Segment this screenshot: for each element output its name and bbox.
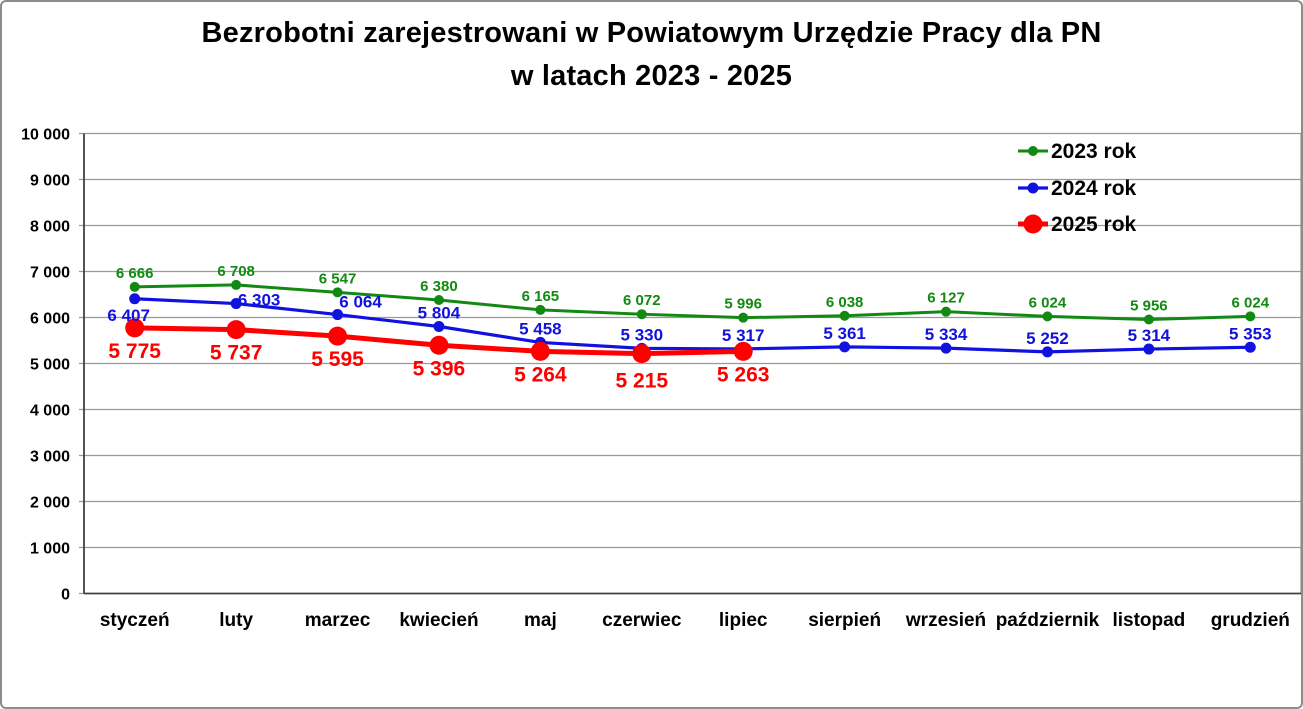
point-2024-kwiecień: [433, 321, 445, 333]
point-2025-marzec: [328, 326, 348, 346]
point-2023-luty: [231, 279, 242, 290]
x-tick-label-styczeń: styczeń: [100, 610, 170, 631]
point-2024-wrzesień: [940, 342, 952, 354]
data-label-2023-październik: 6 024: [1029, 294, 1067, 311]
data-label-2024-styczeń: 6 407: [107, 306, 150, 325]
point-2025-styczeń: [125, 318, 145, 338]
point-2024-styczeń: [129, 293, 141, 305]
data-label-2024-czerwiec: 5 330: [621, 325, 664, 344]
point-2025-kwiecień: [429, 335, 449, 355]
x-tick-label-kwiecień: kwiecień: [399, 610, 478, 631]
y-tick-label: 8 000: [30, 219, 70, 236]
data-label-2023-sierpień: 6 038: [826, 294, 864, 311]
point-2025-maj: [530, 341, 550, 361]
series-line-2024-rok: [133, 297, 1252, 354]
legend-label: 2023 rok: [1051, 140, 1137, 163]
y-tick-label: 0: [61, 587, 70, 604]
point-2023-marzec: [332, 287, 343, 298]
data-label-2023-lipiec: 5 996: [724, 296, 762, 313]
data-label-2024-marzec: 6 064: [339, 293, 382, 312]
y-tick-label: 2 000: [30, 495, 70, 512]
data-label-2023-wrzesień: 6 127: [927, 290, 965, 307]
x-tick-label-luty: luty: [219, 610, 253, 631]
data-label-2023-marzec: 6 547: [319, 270, 357, 287]
legend-item-2023-rok[interactable]: 2023 rok: [1018, 140, 1137, 163]
x-tick-label-czerwiec: czerwiec: [602, 610, 682, 631]
data-label-2024-październik: 5 252: [1026, 329, 1069, 348]
data-label-2023-czerwiec: 6 072: [623, 292, 661, 309]
y-tick-label: 10 000: [21, 127, 70, 144]
point-2023-wrzesień: [941, 306, 952, 317]
y-tick-label: 1 000: [30, 541, 70, 558]
point-2023-listopad: [1143, 314, 1154, 325]
y-tick-label: 6 000: [30, 311, 70, 328]
data-label-2023-kwiecień: 6 380: [420, 278, 458, 295]
point-2023-sierpień: [839, 310, 850, 321]
x-tick-label-sierpień: sierpień: [808, 610, 881, 631]
data-label-2023-grudzień: 6 024: [1232, 294, 1270, 311]
point-2024-grudzień: [1244, 341, 1256, 353]
point-2023-lipiec: [738, 312, 749, 323]
data-label-2023-listopad: 5 956: [1130, 298, 1168, 315]
legend-item-2024-rok[interactable]: 2024 rok: [1018, 177, 1137, 200]
x-tick-label-grudzień: grudzień: [1211, 610, 1290, 631]
point-2024-październik: [1041, 346, 1053, 358]
legend-marker: [1027, 182, 1039, 194]
data-label-2024-lipiec: 5 317: [722, 326, 765, 345]
data-label-2024-maj: 5 458: [519, 319, 562, 338]
chart-title-line1: Bezrobotni zarejestrowani w Powiatowym U…: [201, 17, 1102, 49]
legend-marker: [1023, 214, 1043, 234]
data-label-2024-luty: 6 303: [238, 291, 281, 310]
y-tick-label: 5 000: [30, 357, 70, 374]
point-2025-luty: [226, 320, 246, 340]
point-2024-luty: [230, 298, 242, 310]
data-label-2024-listopad: 5 314: [1128, 326, 1171, 345]
y-tick-label: 4 000: [30, 403, 70, 420]
data-label-2025-styczeń: 5 775: [108, 340, 161, 363]
point-2023-maj: [535, 304, 546, 315]
series-line-2023-rok: [133, 283, 1252, 322]
point-2023-styczeń: [129, 281, 140, 292]
point-2024-marzec: [332, 309, 344, 321]
x-tick-label-listopad: listopad: [1112, 610, 1185, 631]
data-label-2023-styczeń: 6 666: [116, 265, 154, 282]
data-label-2024-sierpień: 5 361: [823, 324, 866, 343]
data-label-2023-luty: 6 708: [217, 263, 255, 280]
legend-label: 2024 rok: [1051, 177, 1137, 200]
x-tick-label-październik: październik: [996, 610, 1100, 631]
data-label-2025-maj: 5 264: [514, 363, 567, 386]
data-label-2025-czerwiec: 5 215: [616, 370, 669, 393]
point-2023-kwiecień: [433, 295, 444, 306]
data-label-2023-maj: 6 165: [522, 288, 560, 305]
data-label-2025-luty: 5 737: [210, 342, 263, 365]
x-tick-label-maj: maj: [524, 610, 557, 631]
data-label-2024-grudzień: 5 353: [1229, 324, 1272, 343]
data-label-2025-kwiecień: 5 396: [413, 357, 466, 380]
legend-label: 2025 rok: [1051, 213, 1137, 236]
point-2025-lipiec: [733, 341, 753, 361]
y-tick-label: 9 000: [30, 173, 70, 190]
point-2023-czerwiec: [636, 309, 647, 320]
y-tick-label: 3 000: [30, 449, 70, 466]
data-label-2025-lipiec: 5 263: [717, 363, 770, 386]
chart-title-line2: w latach 2023 - 2025: [510, 60, 793, 92]
x-tick-label-lipiec: lipiec: [719, 610, 768, 631]
x-tick-label-wrzesień: wrzesień: [905, 610, 986, 631]
point-2023-grudzień: [1245, 311, 1256, 322]
legend-item-2025-rok[interactable]: 2025 rok: [1018, 213, 1137, 236]
legend-marker: [1028, 146, 1038, 156]
point-2023-październik: [1042, 311, 1053, 322]
point-2024-sierpień: [839, 341, 851, 353]
data-label-2025-marzec: 5 595: [311, 348, 364, 371]
point-2024-listopad: [1143, 343, 1155, 355]
point-2025-czerwiec: [632, 344, 652, 364]
y-tick-label: 7 000: [30, 265, 70, 282]
data-label-2024-kwiecień: 5 804: [418, 304, 461, 323]
chart-title: Bezrobotni zarejestrowani w Powiatowym U…: [2, 12, 1301, 98]
x-tick-label-marzec: marzec: [305, 610, 371, 631]
data-label-2024-wrzesień: 5 334: [925, 325, 968, 344]
